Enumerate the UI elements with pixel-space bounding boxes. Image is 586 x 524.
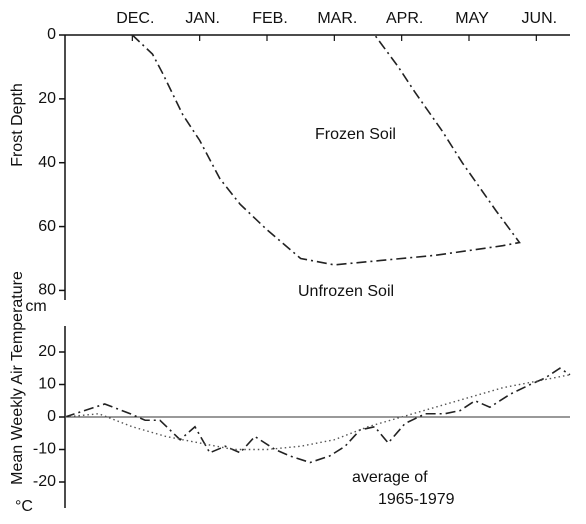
y-tick-label: -20 [33,473,56,490]
y-tick-label: 20 [38,90,56,107]
annotation: Frozen Soil [315,126,396,143]
x-tick-label: FEB. [252,10,288,27]
data-line [131,34,521,266]
data-line [64,367,571,464]
x-tick-label: DEC. [116,10,154,27]
y-tick-label: 60 [38,218,56,235]
y-unit: °C [15,498,33,515]
y-tick-label: -10 [33,441,56,458]
x-tick-label: APR. [386,10,423,27]
y-tick-label: 80 [38,282,56,299]
y-tick-label: 0 [47,408,56,425]
y-tick-label: 10 [38,376,56,393]
y-axis-label: Frost Depth [9,83,26,167]
x-tick-label: JAN. [185,10,220,27]
x-tick-label: JUN. [522,10,558,27]
y-tick-label: 20 [38,343,56,360]
x-tick-label: MAY [455,10,489,27]
x-tick-label: MAR. [317,10,357,27]
y-tick-label: 40 [38,154,56,171]
annotation: 1965-1979 [378,491,455,508]
annotation: average of [352,469,428,486]
y-tick-label: 0 [47,26,56,43]
data-line [64,374,571,451]
y-unit: cm [25,298,46,315]
y-axis-label: Mean Weekly Air Temperature [9,271,26,485]
annotation: Unfrozen Soil [298,283,394,300]
